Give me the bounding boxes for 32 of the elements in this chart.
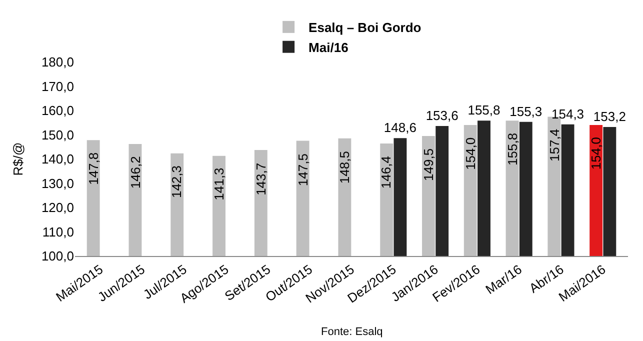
data-label: 153,2 (593, 108, 626, 124)
y-tick-label: 140,0 (41, 152, 74, 167)
data-label: 147,8 (86, 152, 101, 185)
data-label: 155,3 (510, 104, 542, 119)
data-label: 148,5 (336, 151, 352, 184)
data-label: 141,3 (212, 168, 227, 200)
data-label: 154,0 (462, 137, 478, 170)
y-tick-label: 120,0 (41, 200, 74, 216)
y-tick-label: 130,0 (41, 176, 74, 191)
data-label: 146,4 (378, 156, 394, 189)
data-label: 155,8 (505, 132, 520, 166)
y-tick-label: 110,0 (42, 224, 74, 240)
data-label: 146,2 (128, 156, 143, 189)
y-tick-label: 160,0 (41, 103, 74, 118)
legend-label: Mai/16 (308, 40, 348, 55)
data-label: 148,6 (384, 120, 416, 136)
legend-label: Esalq – Boi Gordo (308, 20, 422, 36)
data-label: 157,4 (546, 128, 562, 162)
data-label: 155,8 (468, 102, 500, 118)
y-tick-label: 100,0 (41, 248, 74, 264)
data-label: 154,3 (552, 106, 584, 122)
y-axis-title: R$/@ (10, 142, 26, 176)
data-label: 149,5 (421, 148, 436, 181)
data-label: 142,3 (169, 165, 184, 198)
y-tick-label: 150,0 (41, 127, 74, 142)
data-label: 154,0 (588, 137, 604, 170)
y-tick-label: 180,0 (41, 54, 74, 70)
y-tick-label: 170,0 (41, 78, 74, 94)
source-note: Fonte: Esalq (321, 326, 383, 338)
data-label: 143,7 (253, 162, 268, 196)
data-label: 153,6 (426, 108, 458, 124)
data-label: 147,5 (295, 154, 310, 186)
